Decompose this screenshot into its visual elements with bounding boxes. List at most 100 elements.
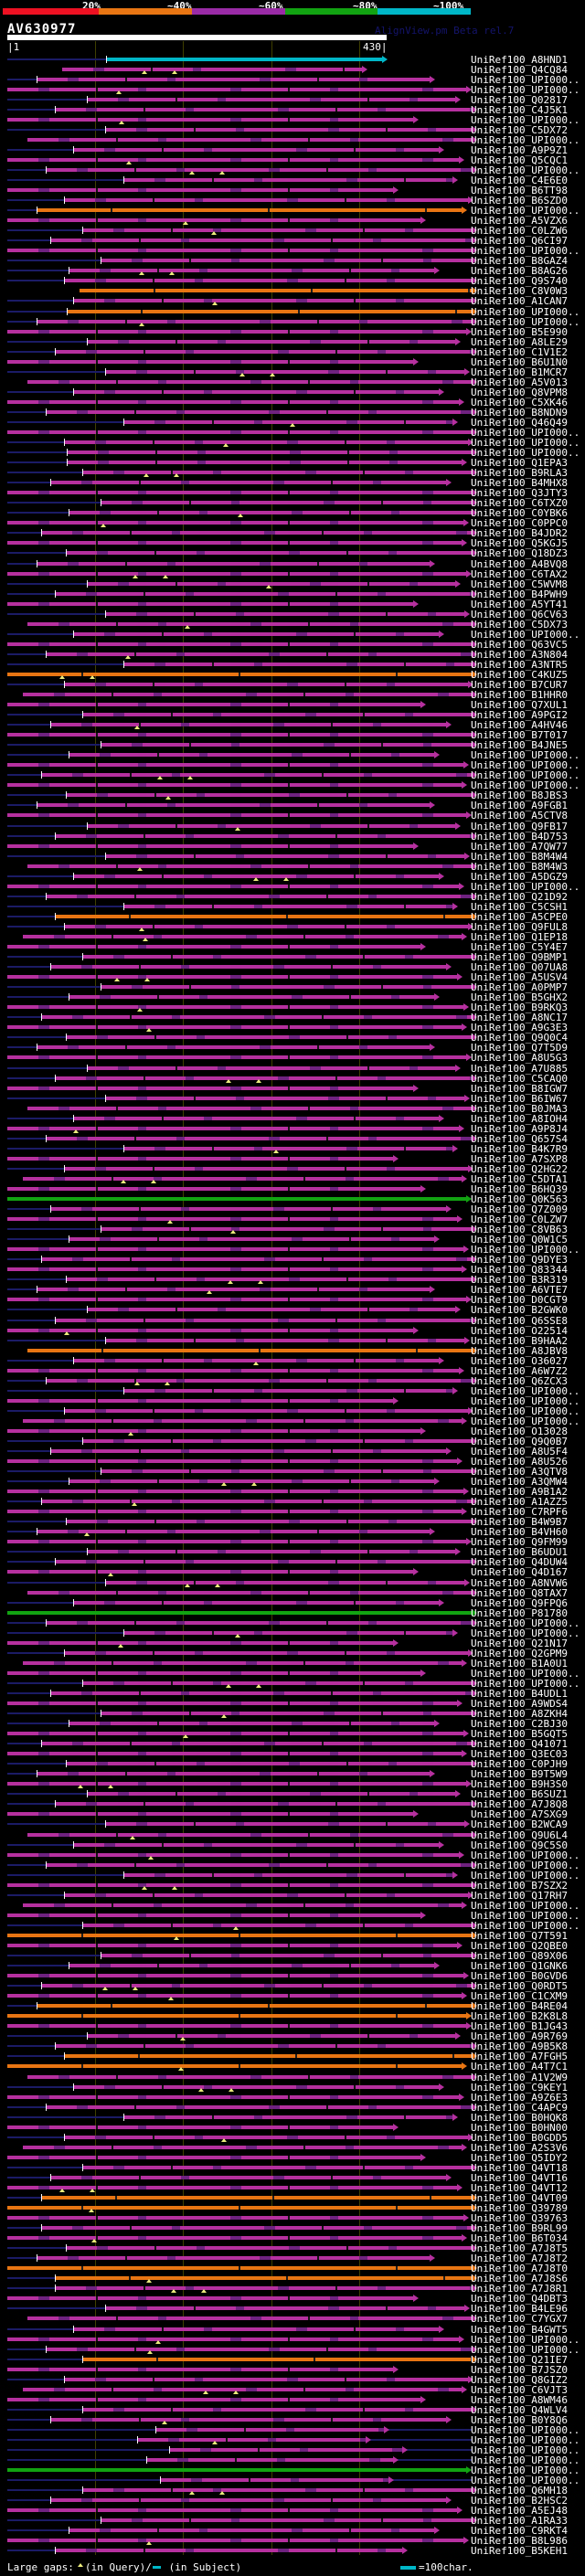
hit-label[interactable]: UniRef100_C0LZW6 — [471, 225, 568, 237]
hit-bar[interactable] — [7, 1510, 462, 1513]
hit-label[interactable]: UniRef100_C6TAX2 — [471, 568, 568, 580]
hit-bar[interactable] — [7, 2468, 466, 2472]
hit-label[interactable]: UniRef100_A3QTV8 — [471, 1466, 568, 1478]
hit-bar[interactable] — [7, 1944, 457, 1947]
hit-bar[interactable] — [7, 1055, 466, 1059]
hit-bar[interactable] — [105, 1822, 464, 1826]
hit-bar[interactable] — [41, 2196, 472, 2200]
hit-label[interactable]: UniRef100_A6VTE7 — [471, 1284, 568, 1296]
hit-bar[interactable] — [50, 965, 446, 969]
hit-label[interactable]: UniRef100_A8U5F4 — [471, 1446, 568, 1458]
hit-bar[interactable] — [55, 2276, 472, 2280]
hit-label[interactable]: UniRef100_UPI000.. — [471, 1678, 580, 1690]
hit-label[interactable]: UniRef100_C5XK46 — [471, 397, 568, 408]
hit-bar[interactable] — [69, 1964, 434, 1967]
hit-bar[interactable] — [37, 1772, 430, 1776]
hit-bar[interactable] — [73, 875, 439, 878]
hit-label[interactable]: UniRef100_A7SXP8 — [471, 1153, 568, 1165]
hit-label[interactable]: UniRef100_B4JDR2 — [471, 527, 568, 539]
hit-bar[interactable] — [7, 844, 413, 848]
hit-label[interactable]: UniRef100_A5CTV8 — [471, 810, 568, 822]
hit-bar[interactable] — [67, 310, 472, 313]
hit-bar[interactable] — [101, 259, 472, 262]
hit-label[interactable]: UniRef100_B9RKQ3 — [471, 1002, 568, 1013]
hit-bar[interactable] — [7, 2125, 393, 2129]
hit-bar[interactable] — [64, 198, 468, 202]
hit-bar[interactable] — [27, 864, 472, 868]
hit-bar[interactable] — [7, 2266, 472, 2270]
hit-bar[interactable] — [73, 1601, 439, 1605]
hit-bar[interactable] — [87, 582, 455, 586]
hit-label[interactable]: UniRef100_P81780 — [471, 1607, 568, 1619]
hit-label[interactable]: UniRef100_C0PJH9 — [471, 1758, 568, 1770]
hit-label[interactable]: UniRef100_B4VH60 — [471, 1526, 568, 1538]
hit-bar[interactable] — [7, 673, 472, 676]
hit-label[interactable]: UniRef100_Q7T591 — [471, 1930, 568, 1942]
hit-label[interactable]: UniRef100_Q89X06 — [471, 1950, 568, 1962]
hit-label[interactable]: UniRef100_A7QW77 — [471, 841, 568, 853]
hit-label[interactable]: UniRef100_Q4CQ84 — [471, 64, 568, 76]
hit-label[interactable]: UniRef100_UPI000.. — [471, 2424, 580, 2436]
hit-bar[interactable] — [7, 642, 472, 646]
hit-label[interactable]: UniRef100_UPI000.. — [471, 1910, 580, 1922]
hit-bar[interactable] — [7, 2014, 466, 2018]
hit-bar[interactable] — [123, 1389, 452, 1393]
hit-bar[interactable] — [105, 1339, 464, 1342]
hit-bar[interactable] — [7, 1187, 420, 1191]
hit-bar[interactable] — [101, 1712, 472, 1715]
hit-bar[interactable] — [27, 2075, 472, 2079]
hit-bar[interactable] — [7, 2156, 420, 2159]
hit-bar[interactable] — [82, 228, 472, 232]
hit-label[interactable]: UniRef100_A5VZX6 — [471, 215, 568, 227]
hit-label[interactable]: UniRef100_B2WCA9 — [471, 1818, 568, 1830]
hit-label[interactable]: UniRef100_B4UDL1 — [471, 1688, 568, 1700]
hit-label[interactable]: UniRef100_Q3EC03 — [471, 1748, 568, 1760]
hit-bar[interactable] — [87, 1792, 455, 1796]
hit-bar[interactable] — [7, 945, 420, 949]
hit-label[interactable]: UniRef100_A8U526 — [471, 1456, 568, 1468]
hit-label[interactable]: UniRef100_A7J8R1 — [471, 2283, 568, 2295]
hit-bar[interactable] — [37, 562, 430, 566]
hit-label[interactable]: UniRef100_A5YT41 — [471, 599, 568, 610]
hit-label[interactable]: UniRef100_UPI000.. — [471, 1900, 580, 1912]
hit-bar[interactable] — [55, 2549, 402, 2552]
hit-label[interactable]: UniRef100_C5DX73 — [471, 619, 568, 631]
hit-bar[interactable] — [37, 1045, 430, 1049]
hit-label[interactable]: UniRef100_Q4VT12 — [471, 2182, 568, 2194]
hit-label[interactable]: UniRef100_Q2QBE0 — [471, 1940, 568, 1952]
hit-bar[interactable] — [7, 2236, 462, 2240]
hit-bar[interactable] — [27, 1349, 472, 1352]
hit-label[interactable]: UniRef100_Q18DZ3 — [471, 547, 568, 559]
hit-bar[interactable] — [50, 1207, 446, 1211]
hit-bar[interactable] — [155, 2428, 384, 2432]
hit-bar[interactable] — [46, 2105, 472, 2109]
hit-bar[interactable] — [87, 98, 455, 101]
hit-label[interactable]: UniRef100_A3QMW4 — [471, 1476, 568, 1488]
hit-bar[interactable] — [82, 2408, 472, 2412]
hit-label[interactable]: UniRef100_D0CGT9 — [471, 1294, 568, 1306]
hit-bar[interactable] — [82, 1439, 472, 1443]
hit-label[interactable]: UniRef100_A9R769 — [471, 2030, 568, 2042]
hit-bar[interactable] — [37, 78, 430, 81]
hit-bar[interactable] — [64, 1893, 468, 1897]
hit-bar[interactable] — [73, 1843, 439, 1847]
hit-label[interactable]: UniRef100_Q21IE7 — [471, 2354, 568, 2366]
hit-bar[interactable] — [23, 1661, 462, 1665]
hit-bar[interactable] — [7, 1157, 393, 1161]
hit-bar[interactable] — [7, 1127, 459, 1130]
hit-label[interactable]: UniRef100_B8GAZ4 — [471, 255, 568, 267]
hit-bar[interactable] — [55, 1076, 472, 1080]
hit-label[interactable]: UniRef100_O13028 — [471, 1426, 568, 1437]
hit-label[interactable]: UniRef100_Q9FPQ6 — [471, 1597, 568, 1609]
hit-bar[interactable] — [7, 2095, 459, 2099]
hit-bar[interactable] — [46, 2348, 472, 2351]
hit-label[interactable]: UniRef100_A7U885 — [471, 1063, 568, 1075]
hit-bar[interactable] — [7, 885, 459, 888]
hit-label[interactable]: UniRef100_UPI000.. — [471, 437, 580, 449]
hit-bar[interactable] — [64, 1167, 468, 1171]
hit-label[interactable]: UniRef100_UPI000.. — [471, 1405, 580, 1417]
hit-label[interactable]: UniRef100_Q2HG22 — [471, 1163, 568, 1175]
hit-label[interactable]: UniRef100_UPI000.. — [471, 769, 580, 781]
hit-bar[interactable] — [46, 168, 472, 172]
hit-label[interactable]: UniRef100_A7J8T2 — [471, 2253, 568, 2264]
